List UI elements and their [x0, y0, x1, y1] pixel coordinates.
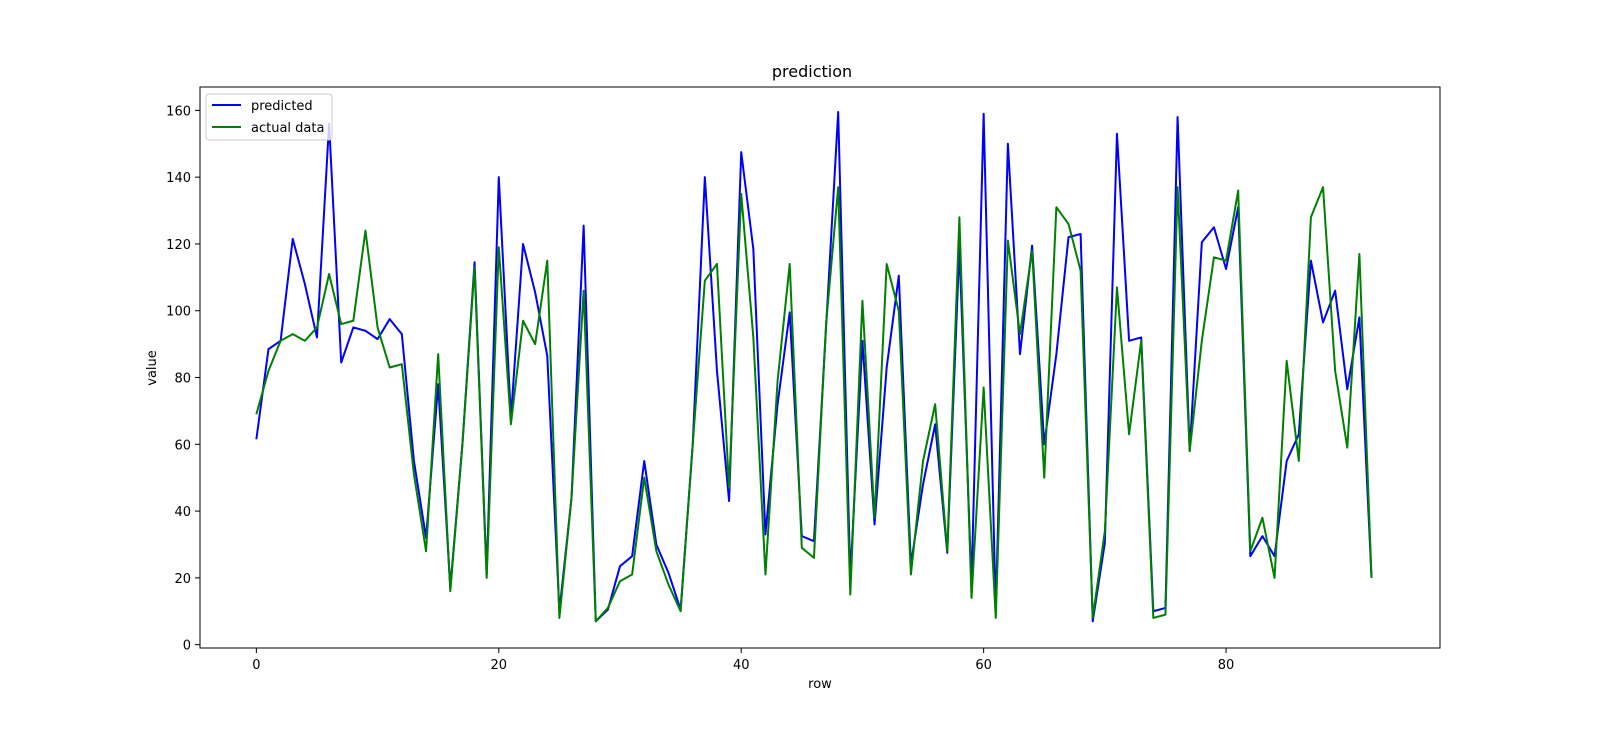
- tick-layer: 0 20 40 60 80 0 20 40 60 80 100 120 140 160: [166, 104, 1234, 673]
- series-line-actual-data: [255, 186, 1373, 623]
- plot-frame: [199, 86, 1441, 649]
- y-tick-label: 20: [174, 572, 191, 587]
- y-tick-label: 140: [166, 171, 191, 186]
- y-tick-label: 120: [166, 238, 191, 253]
- x-axis-label: row: [808, 677, 832, 692]
- y-tick-label: 60: [174, 438, 191, 453]
- legend: predicted actual data: [205, 93, 333, 141]
- legend-label-predicted: predicted: [251, 99, 313, 114]
- plot-area: [200, 87, 1440, 648]
- y-tick-label: 0: [183, 639, 191, 654]
- y-tick-label: 80: [174, 372, 191, 387]
- chart-title: prediction: [772, 62, 852, 81]
- x-tick-label: 60: [975, 658, 992, 673]
- legend-label-actual-data: actual data: [251, 121, 324, 136]
- x-tick-label: 40: [733, 658, 750, 673]
- y-axis-label: value: [145, 350, 160, 386]
- y-tick-label: 100: [166, 305, 191, 320]
- x-tick-label: 20: [491, 658, 508, 673]
- x-tick-label: 80: [1218, 658, 1235, 673]
- y-tick-label: 40: [174, 505, 191, 520]
- y-tick-label: 160: [166, 104, 191, 119]
- series-layer: [255, 111, 1373, 623]
- x-tick-label: 0: [252, 658, 260, 673]
